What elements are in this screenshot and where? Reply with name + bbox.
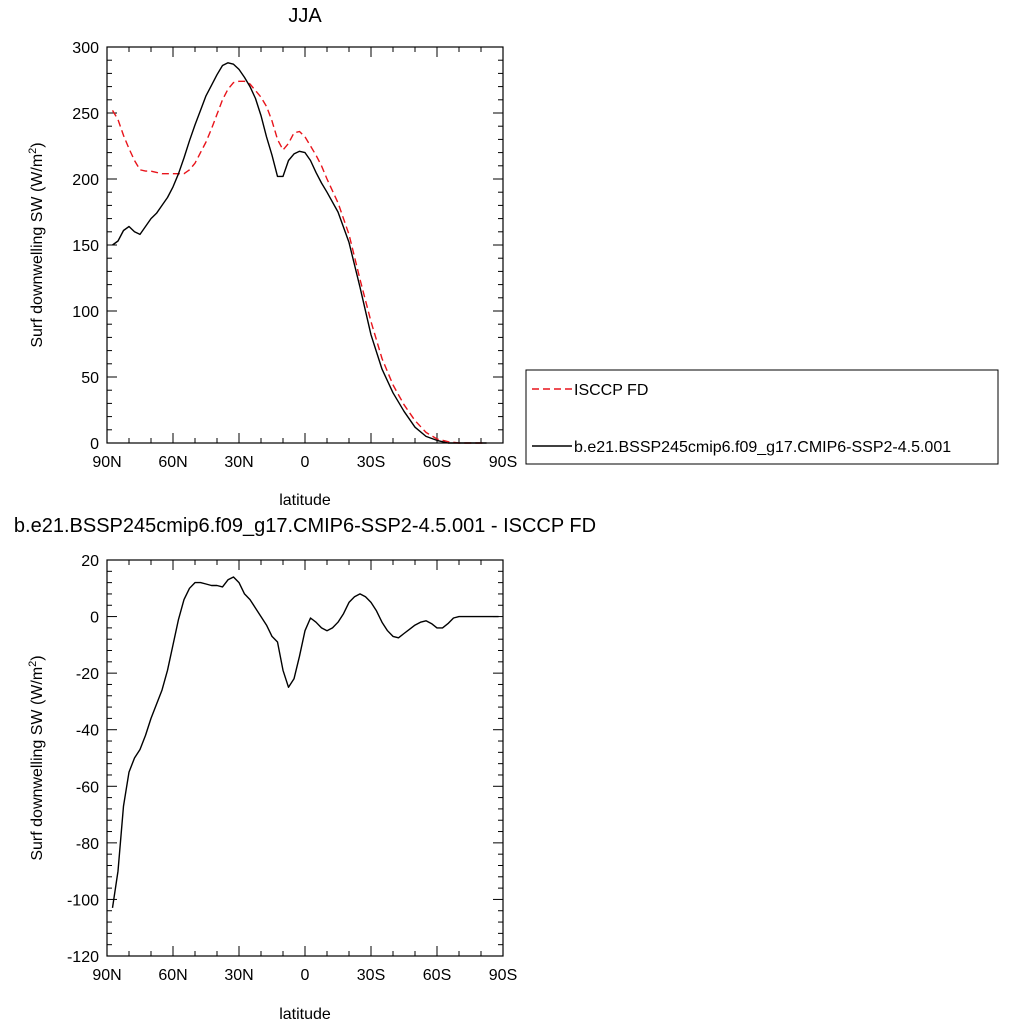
y-tick-label: -60 (76, 779, 99, 796)
x-tick-label: 90N (92, 967, 121, 984)
x-axis-label: latitude (279, 1006, 331, 1023)
x-tick-label: 30N (224, 967, 253, 984)
x-tick-label: 60N (158, 454, 187, 471)
y-axis-label-main: Surf downwelling SW (W/m (29, 154, 46, 348)
chart-title: JJA (288, 5, 322, 27)
series-lines (111, 576, 499, 909)
x-tick-label: 60N (158, 967, 187, 984)
plot-frame (106, 46, 504, 444)
x-tick-label: 30N (224, 454, 253, 471)
series-line-0 (111, 80, 487, 444)
y-tick-label: 250 (72, 106, 99, 123)
series-line-0 (111, 576, 499, 909)
y-axis-label: Surf downwelling SW (W/m2) (27, 655, 46, 860)
y-tick-label: -40 (76, 723, 99, 740)
y-axis-label-suffix: ) (29, 142, 46, 147)
axis-ticks: 90N 60N 30N 0 30S 60S 90S 0 50 100 150 200 250 300 (72, 40, 517, 471)
x-tick-label: 90S (489, 454, 517, 471)
chart-title: b.e21.BSSP245cmip6.f09_g17.CMIP6-SSP2-4.… (14, 515, 596, 537)
legend-label-isccp: ISCCP FD (574, 382, 648, 399)
y-axis-label-main: Surf downwelling SW (W/m (29, 667, 46, 861)
x-tick-label: 60S (423, 967, 451, 984)
x-tick-label: 0 (301, 454, 310, 471)
y-tick-label: 50 (81, 370, 99, 387)
axis-ticks: 90N 60N 30N 0 30S 60S 90S -120 -100 -80 -60 -40 -20 0… (67, 553, 517, 984)
y-tick-label: 20 (81, 553, 99, 570)
legend: ISCCP FD b.e21.BSSP245cmip6.f09_g17.CMIP… (525, 369, 999, 465)
y-tick-label: 0 (90, 436, 99, 453)
x-axis-label: latitude (279, 492, 331, 509)
x-tick-label: 30S (357, 967, 385, 984)
y-tick-label: -120 (67, 949, 99, 966)
y-tick-label: 200 (72, 172, 99, 189)
y-tick-label: 150 (72, 238, 99, 255)
y-tick-label: 100 (72, 304, 99, 321)
y-tick-label: 300 (72, 40, 99, 57)
chart-jja: JJA 90N 60N 30N 0 30S 60S 90S 0 50 100 150 200 250 30… (27, 5, 999, 509)
plot-frame (106, 559, 504, 957)
y-axis-label-superscript: 2 (27, 661, 39, 667)
x-tick-label: 30S (357, 454, 385, 471)
series-lines (111, 62, 487, 444)
y-axis-label-superscript: 2 (27, 148, 39, 154)
x-tick-label: 0 (301, 967, 310, 984)
series-line-1 (112, 62, 487, 444)
chart-difference: b.e21.BSSP245cmip6.f09_g17.CMIP6-SSP2-4.… (14, 515, 596, 1023)
y-tick-label: 0 (90, 610, 99, 627)
y-tick-label: -100 (67, 892, 99, 909)
y-axis-label-suffix: ) (29, 655, 46, 660)
y-tick-label: -20 (76, 666, 99, 683)
x-tick-label: 60S (423, 454, 451, 471)
x-tick-label: 90S (489, 967, 517, 984)
y-tick-label: -80 (76, 836, 99, 853)
y-axis-label: Surf downwelling SW (W/m2) (27, 142, 46, 347)
x-tick-label: 90N (92, 454, 121, 471)
legend-label-model: b.e21.BSSP245cmip6.f09_g17.CMIP6-SSP2-4.… (574, 439, 951, 456)
legend-box (525, 369, 999, 465)
